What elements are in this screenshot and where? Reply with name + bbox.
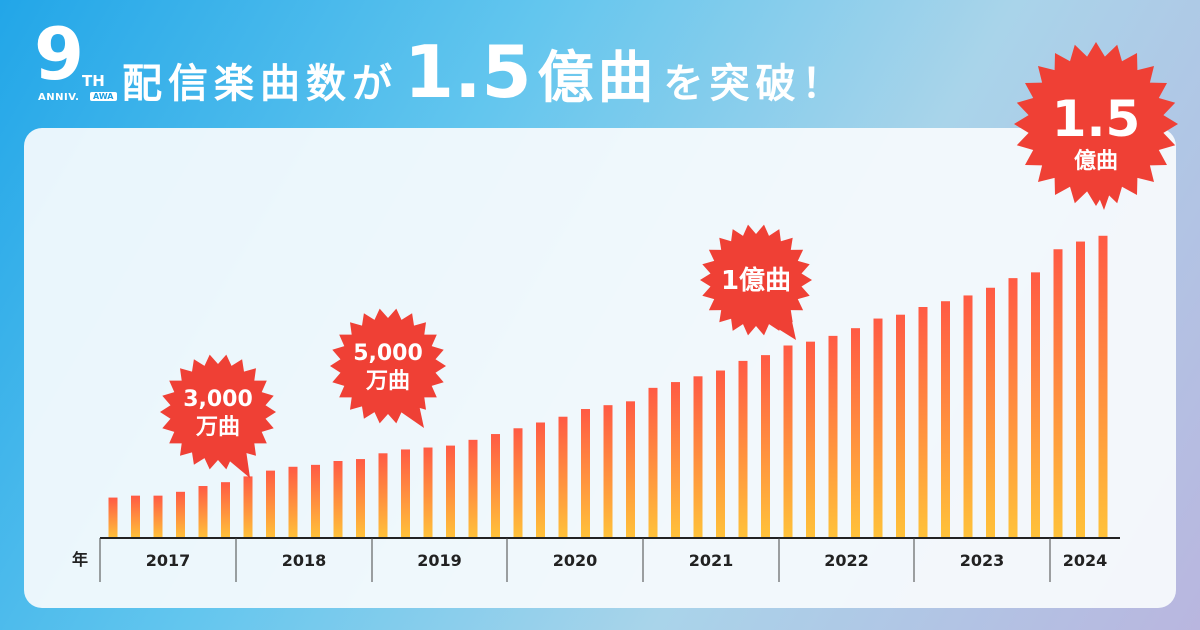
bar: [311, 464, 320, 538]
milestone-badge: 5,000 万曲: [330, 308, 446, 428]
headline-number: 1.5: [404, 30, 532, 114]
bar: [446, 445, 455, 538]
bar: [738, 360, 748, 538]
bar: [851, 328, 860, 538]
logo-brand: AWA: [90, 92, 117, 101]
bar: [558, 416, 568, 538]
bar: [356, 459, 365, 538]
logo-suffix: TH: [82, 72, 105, 90]
bar: [266, 470, 275, 538]
badge-starburst: [1014, 42, 1178, 206]
anniversary-logo: 9 TH ANNIV. AWA: [30, 18, 125, 106]
x-axis: 年: [72, 537, 1120, 569]
badge-starburst: [700, 224, 812, 336]
bar: [693, 376, 703, 538]
bar: [986, 287, 995, 538]
year-tick-label: 2021: [689, 551, 734, 570]
bar: [536, 422, 545, 538]
milestone-badge: 1.5億曲: [1014, 42, 1178, 210]
bar: [176, 491, 185, 538]
bar: [783, 345, 793, 538]
bar: [806, 341, 815, 538]
badge-value: 5,000: [353, 341, 423, 366]
badge-value: 1.5: [1052, 90, 1141, 148]
badge-unit: 万曲: [365, 369, 410, 394]
bar: [671, 382, 680, 538]
bar: [401, 449, 410, 538]
bar: [423, 447, 433, 538]
bar: [243, 476, 253, 538]
bar: [108, 497, 118, 538]
badge-unit: 億曲: [1074, 148, 1118, 174]
bar: [603, 405, 613, 538]
bar: [288, 466, 298, 538]
bar: [581, 409, 590, 538]
bar: [153, 495, 163, 538]
bar: [648, 387, 658, 538]
bar: [1098, 235, 1108, 538]
year-tick-label: 2017: [146, 551, 191, 570]
headline: 配信楽曲数が 1.5 億曲 を突破！: [122, 30, 848, 114]
badge-value: 3,000: [183, 387, 253, 412]
badge-starburst: [160, 354, 276, 470]
logo-number: 9: [34, 12, 85, 96]
bar: [131, 495, 140, 538]
x-axis-label: 年: [72, 550, 88, 569]
logo-label: ANNIV.: [38, 92, 80, 103]
headline-prefix: 配信楽曲数が: [122, 61, 398, 107]
bar: [1053, 249, 1063, 538]
bar: [761, 355, 770, 538]
badge-value: 1億曲: [721, 266, 791, 296]
bar: [198, 486, 208, 538]
year-tick-label: 2019: [417, 551, 462, 570]
bar: [873, 318, 883, 538]
bar: [1008, 278, 1018, 538]
bar: [221, 482, 230, 538]
badge-starburst: [330, 308, 446, 424]
bar: [333, 461, 343, 538]
bar: [918, 307, 928, 538]
bar: [513, 428, 523, 538]
bars-group: [108, 235, 1108, 539]
bar: [828, 335, 838, 538]
year-tick-label: 2023: [960, 551, 1005, 570]
year-tick-label: 2020: [553, 551, 598, 570]
year-tick-label: 2022: [824, 551, 869, 570]
bar: [468, 439, 478, 538]
bar: [626, 401, 635, 538]
year-tick-label: 2024: [1063, 551, 1108, 570]
bar: [716, 370, 725, 538]
headline-suffix: を突破！: [663, 61, 848, 107]
year-tick-label: 2018: [282, 551, 327, 570]
x-axis-ticks: 2017 2018 2019 2020 2021 2022 2023 2024: [99, 538, 1108, 582]
badge-unit: 万曲: [195, 415, 240, 440]
bar: [1031, 272, 1040, 538]
bar: [491, 434, 500, 538]
bar: [941, 301, 950, 538]
bar: [896, 314, 905, 538]
bar: [1076, 241, 1085, 539]
bar: [963, 295, 973, 538]
bar: [378, 453, 388, 538]
milestone-badge: 1億曲: [700, 224, 812, 340]
milestone-badge: 3,000 万曲: [160, 354, 276, 478]
headline-unit: 億曲: [537, 46, 658, 111]
